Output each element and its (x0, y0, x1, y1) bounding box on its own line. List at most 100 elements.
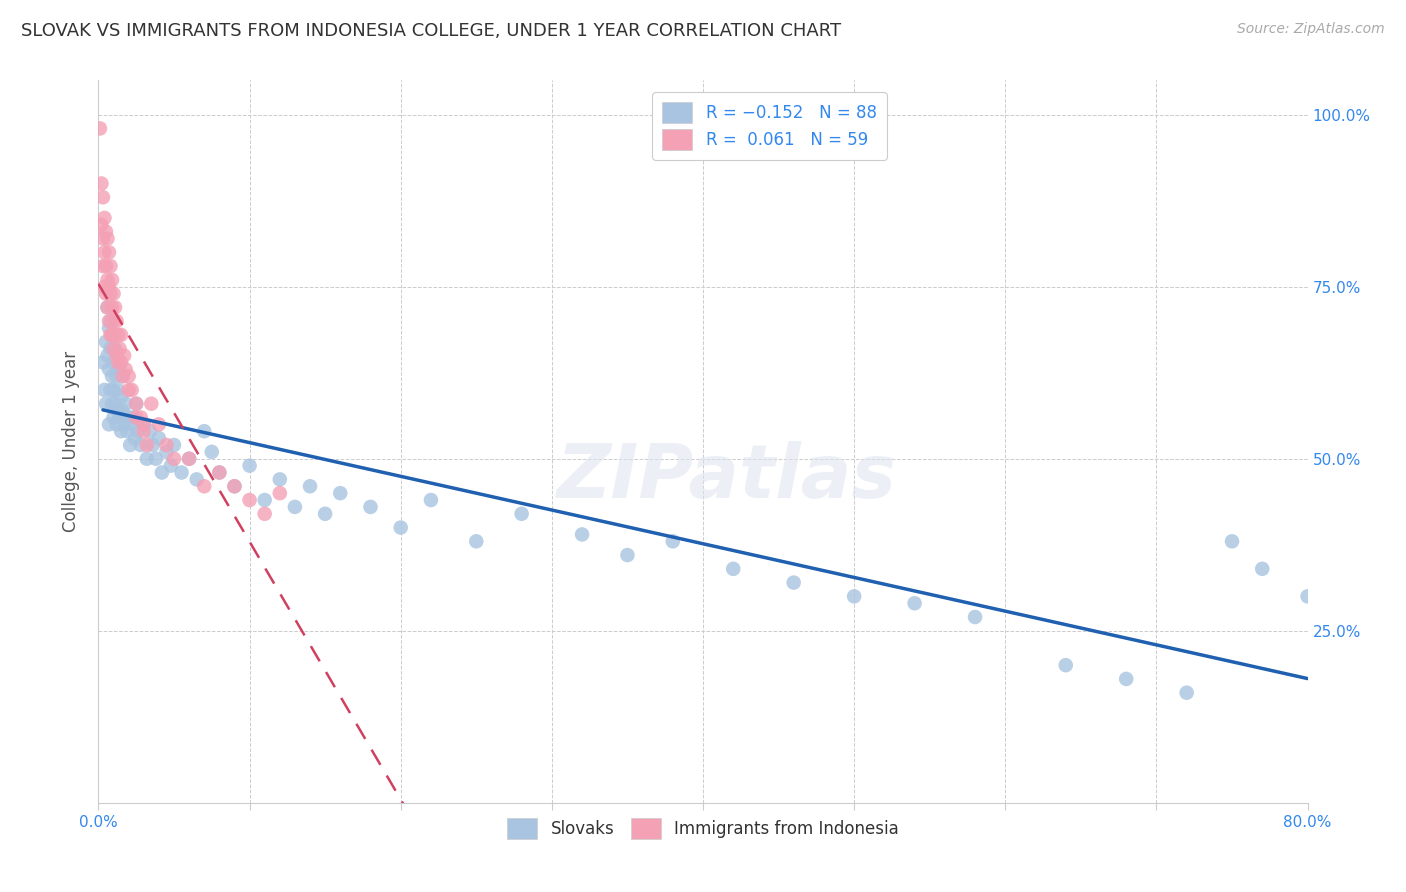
Point (93, 211, 115, 225)
Point (101, 327, 124, 342)
Point (107, 403, 129, 417)
Point (96, 301, 118, 315)
Point (115, 424, 138, 438)
Point (91, 190, 114, 204)
Point (118, 410, 141, 425)
Point (104, 327, 127, 342)
Point (98, 321, 121, 335)
Point (571, 527, 593, 541)
Point (98, 279, 121, 293)
Point (170, 466, 193, 480)
Point (98, 362, 121, 376)
Point (112, 349, 135, 363)
Point (98, 245, 121, 260)
Point (101, 327, 124, 342)
Point (844, 590, 866, 604)
Point (269, 486, 291, 500)
Point (96, 349, 118, 363)
Point (201, 445, 224, 459)
Point (93, 245, 115, 260)
Point (108, 362, 131, 376)
Point (239, 493, 262, 508)
Point (150, 466, 173, 480)
Point (284, 500, 307, 514)
Point (108, 410, 131, 425)
Point (98, 314, 121, 328)
Point (299, 479, 322, 493)
Point (1054, 658, 1077, 673)
Point (661, 534, 683, 549)
Point (107, 383, 129, 397)
Point (107, 327, 129, 342)
Point (314, 507, 336, 521)
Point (100, 286, 122, 301)
Point (145, 451, 167, 466)
Point (120, 438, 142, 452)
Point (104, 301, 127, 315)
Point (91, 355, 114, 369)
Point (129, 438, 152, 452)
Point (100, 383, 122, 397)
Point (111, 403, 134, 417)
Point (105, 314, 128, 328)
Point (208, 466, 231, 480)
Point (103, 383, 125, 397)
Point (121, 417, 143, 432)
Point (114, 362, 136, 376)
Point (193, 479, 215, 493)
Point (111, 369, 134, 384)
Point (160, 458, 183, 473)
Point (110, 355, 132, 369)
Point (224, 479, 246, 493)
Point (103, 314, 125, 328)
Point (124, 431, 146, 445)
Point (616, 548, 638, 562)
Point (132, 424, 155, 438)
Point (125, 397, 148, 411)
Point (1296, 590, 1319, 604)
Point (139, 424, 162, 438)
Point (94, 334, 117, 349)
Point (129, 410, 152, 425)
Point (107, 355, 129, 369)
Point (101, 397, 124, 411)
Point (93, 383, 115, 397)
Point (110, 424, 132, 438)
Legend: Slovaks, Immigrants from Indonesia: Slovaks, Immigrants from Indonesia (498, 808, 908, 848)
Point (125, 397, 148, 411)
Point (112, 417, 135, 432)
Point (105, 349, 128, 363)
Point (108, 342, 131, 356)
Point (904, 596, 927, 610)
Point (90, 177, 112, 191)
Point (510, 507, 533, 521)
Point (101, 369, 124, 384)
Point (389, 520, 412, 534)
Text: Source: ZipAtlas.com: Source: ZipAtlas.com (1237, 22, 1385, 37)
Text: ZIPatlas: ZIPatlas (557, 442, 897, 514)
Point (118, 383, 141, 397)
Point (104, 342, 127, 356)
Point (118, 369, 141, 384)
Point (94, 225, 117, 239)
Point (127, 424, 149, 438)
Point (105, 417, 128, 432)
Point (111, 369, 134, 384)
Y-axis label: College, Under 1 year: College, Under 1 year (62, 351, 80, 533)
Point (94, 259, 117, 273)
Point (142, 438, 165, 452)
Point (96, 231, 118, 245)
Point (104, 397, 127, 411)
Point (94, 397, 117, 411)
Point (103, 342, 125, 356)
Point (269, 472, 291, 486)
Point (148, 431, 170, 445)
Point (163, 451, 186, 466)
Point (723, 562, 745, 576)
Point (163, 438, 186, 452)
Point (135, 438, 157, 452)
Point (141, 397, 163, 411)
Point (110, 327, 132, 342)
Point (100, 342, 122, 356)
Point (186, 472, 208, 486)
